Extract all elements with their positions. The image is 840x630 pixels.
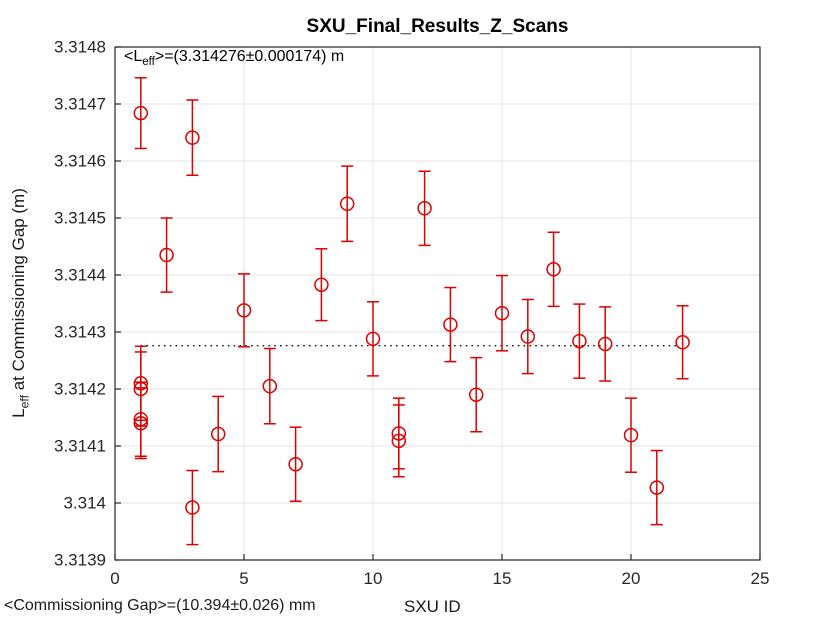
plot-border xyxy=(114,46,761,561)
data-marker-circle xyxy=(339,196,355,211)
data-marker-circle xyxy=(391,433,407,449)
error-bar-point xyxy=(597,306,613,382)
y-tick-label: 3.3147 xyxy=(54,95,106,114)
x-tick-label: 20 xyxy=(622,569,641,588)
x-tick-label: 10 xyxy=(364,569,383,588)
commissioning-gap-annotation: <Commissioning Gap>=(10.394±0.026) mm xyxy=(4,597,316,614)
error-bar-point xyxy=(210,395,226,473)
error-bar-point xyxy=(159,217,174,293)
y-tick-label: 3.3141 xyxy=(54,437,106,456)
data-marker-circle xyxy=(649,480,665,495)
error-bar-point xyxy=(675,305,690,380)
x-tick-label: 15 xyxy=(493,569,512,588)
data-marker-circle xyxy=(572,333,587,349)
leff-mean-annotation: <Leff>=(3.314276±0.000174) m xyxy=(124,48,344,68)
data-marker-circle xyxy=(417,201,432,216)
data-marker-circle xyxy=(443,317,458,332)
chart-title: SXU_Final_Results_Z_Scans xyxy=(306,16,569,37)
y-axis-label-sub: eff xyxy=(17,395,32,409)
data-marker-circle xyxy=(365,331,381,347)
data-marker-circle xyxy=(185,130,200,145)
data-marker-circle xyxy=(262,378,278,394)
data-marker-circle xyxy=(520,329,536,344)
y-tick-label: 3.3148 xyxy=(54,38,106,57)
error-bar-point xyxy=(443,286,458,363)
y-tick-label: 3.3146 xyxy=(54,152,106,171)
y-axis-label-post: at Commissioning Gap (m) xyxy=(9,188,28,396)
error-bar-point xyxy=(391,404,407,478)
x-tick-label: 5 xyxy=(239,569,248,588)
error-bar-point xyxy=(339,165,355,243)
x-tick-label: 0 xyxy=(110,569,119,588)
data-marker-circle xyxy=(623,427,639,443)
y-tick-label: 3.314 xyxy=(63,494,106,513)
data-marker-circle xyxy=(133,415,149,431)
error-bar-point xyxy=(185,469,200,546)
data-marker-circle xyxy=(133,105,149,121)
error-bar-point xyxy=(236,273,252,348)
gridlines xyxy=(115,47,760,560)
x-axis-label: SXU ID xyxy=(404,597,461,616)
data-marker-circle xyxy=(185,500,200,515)
error-bar-point xyxy=(520,298,536,375)
y-tick-label: 3.3142 xyxy=(54,380,106,399)
y-tick-label: 3.3139 xyxy=(54,551,106,570)
error-bar-point xyxy=(649,449,665,526)
error-bar-point xyxy=(314,248,329,322)
data-marker-circle xyxy=(597,336,613,352)
error-bar-point xyxy=(288,426,303,503)
y-tick-label: 3.3143 xyxy=(54,323,106,342)
error-bar-point xyxy=(623,397,639,473)
data-series xyxy=(133,77,690,546)
error-bar-point xyxy=(546,231,561,308)
x-tick-label: 25 xyxy=(751,569,770,588)
error-bar-point xyxy=(468,356,484,433)
data-marker-circle xyxy=(159,247,174,263)
data-marker-circle xyxy=(468,387,484,402)
error-bar-point xyxy=(133,77,149,150)
leff-annotation-sub: eff xyxy=(142,56,155,69)
y-tick-label: 3.3144 xyxy=(54,266,106,285)
data-marker-circle xyxy=(210,426,226,442)
leff-annotation-post: >=(3.314276±0.000174) m xyxy=(154,48,345,65)
y-axis-label-pre: L xyxy=(9,408,28,418)
data-marker-circle xyxy=(236,303,252,318)
error-bar-point xyxy=(262,347,278,425)
error-bar-point xyxy=(185,99,200,176)
data-marker-circle xyxy=(675,335,690,350)
leff-annotation-pre: <L xyxy=(124,48,143,65)
error-bar-point xyxy=(494,274,510,352)
data-marker-circle xyxy=(288,456,303,472)
y-tick-label: 3.3145 xyxy=(54,209,106,228)
y-axis-label: Leff at Commissioning Gap (m) xyxy=(9,53,33,553)
data-marker-circle xyxy=(314,277,329,292)
error-bar-point xyxy=(572,303,587,379)
data-marker-circle xyxy=(494,305,510,321)
error-bar-point xyxy=(365,301,381,377)
tick-labels: 3.3139 3.314 3.3141 3.3142 3.3143 3.3144 3.314… xyxy=(54,38,769,589)
error-bar-point xyxy=(133,387,149,460)
error-bar-point xyxy=(417,170,432,247)
data-marker-circle xyxy=(546,262,561,277)
axes-box xyxy=(114,46,761,561)
axis-ticks xyxy=(114,46,761,561)
